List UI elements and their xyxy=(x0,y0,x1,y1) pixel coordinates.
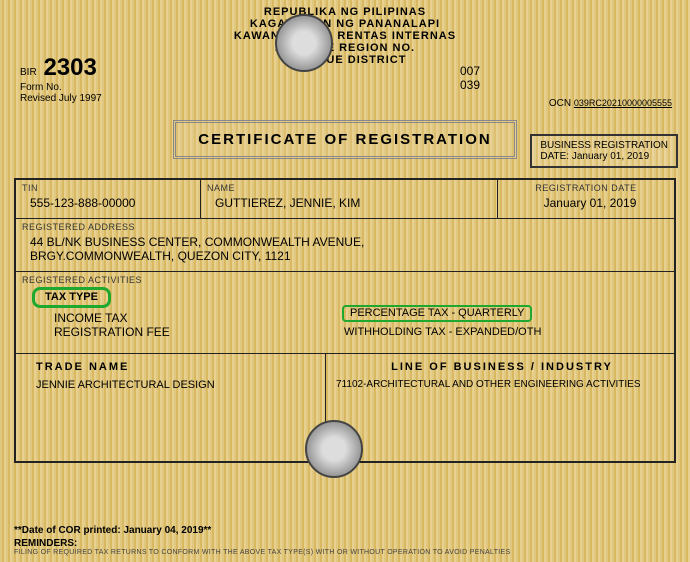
tax-type-highlight: TAX TYPE xyxy=(32,287,111,308)
biz-reg-date-label: DATE: xyxy=(540,151,569,162)
trade-label: TRADE NAME xyxy=(36,357,319,379)
biz-reg-label: BUSINESS REGISTRATION xyxy=(540,140,668,151)
cor-printed-date: **Date of COR printed: January 04, 2019*… xyxy=(14,525,510,536)
tin-cell: TIN 555-123-888-00000 xyxy=(16,180,201,218)
activities-cell: REGISTERED ACTIVITIES TAX TYPE INCOME TA… xyxy=(16,272,674,353)
address-label: REGISTERED ADDRESS xyxy=(22,222,668,232)
certificate-title-box: CERTIFICATE OF REGISTRATION xyxy=(173,120,516,159)
lob-label: LINE OF BUSINESS / INDUSTRY xyxy=(336,357,668,379)
footer-area: **Date of COR printed: January 04, 2019*… xyxy=(14,525,510,556)
address-value: 44 BL/NK BUSINESS CENTER, COMMONWEALTH A… xyxy=(22,232,502,263)
certificate-title: CERTIFICATE OF REGISTRATION xyxy=(198,131,491,148)
header-district: REVENUE DISTRICT xyxy=(0,54,690,66)
regdate-value: January 01, 2019 xyxy=(504,193,668,210)
business-registration-box: BUSINESS REGISTRATION DATE: January 01, … xyxy=(530,134,678,168)
regdate-label: REGISTRATION DATE xyxy=(504,183,668,193)
name-value: GUTTIEREZ, JENNIE, KIM xyxy=(207,193,491,210)
header-bureau: KAWANIHAN NG RENTAS INTERNAS xyxy=(0,30,690,42)
tax-regfee: REGISTRATION FEE xyxy=(32,325,322,339)
name-label: NAME xyxy=(207,183,491,193)
trade-value: JENNIE ARCHITECTURAL DESIGN xyxy=(36,379,319,391)
address-cell: REGISTERED ADDRESS 44 BL/NK BUSINESS CEN… xyxy=(16,219,674,271)
name-cell: NAME GUTTIEREZ, JENNIE, KIM xyxy=(201,180,498,218)
header-republic: REPUBLIKA NG PILIPINAS xyxy=(0,6,690,18)
header-region: REVENUE REGION NO. xyxy=(0,42,690,54)
reminders-fine-print: FILING OF REQUIRED TAX RETURNS TO CONFOR… xyxy=(14,549,510,556)
trade-name-cell: TRADE NAME JENNIE ARCHITECTURAL DESIGN xyxy=(16,354,326,461)
lob-value: 71102-ARCHITECTURAL AND OTHER ENGINEERIN… xyxy=(336,379,668,390)
percentage-tax-highlight: PERCENTAGE TAX - QUARTERLY xyxy=(342,305,532,322)
header-dept: KAGAWARAN NG PANANALAPI xyxy=(0,18,690,30)
tin-label: TIN xyxy=(22,183,194,193)
main-form-box: TIN 555-123-888-00000 NAME GUTTIEREZ, JE… xyxy=(14,178,676,463)
activities-label: REGISTERED ACTIVITIES xyxy=(22,275,668,285)
biz-reg-date: January 01, 2019 xyxy=(572,151,649,162)
reminders-label: REMINDERS: xyxy=(14,538,510,549)
regdate-cell: REGISTRATION DATE January 01, 2019 xyxy=(498,180,674,218)
bir-seal-icon xyxy=(275,14,333,72)
lob-cell: LINE OF BUSINESS / INDUSTRY 71102-ARCHIT… xyxy=(326,354,674,461)
bir-seal-mid-icon xyxy=(305,420,363,478)
tin-value: 555-123-888-00000 xyxy=(22,193,194,210)
withholding-tax: WITHHOLDING TAX - EXPANDED/OTH xyxy=(342,322,668,338)
tax-income: INCOME TAX xyxy=(32,308,322,325)
